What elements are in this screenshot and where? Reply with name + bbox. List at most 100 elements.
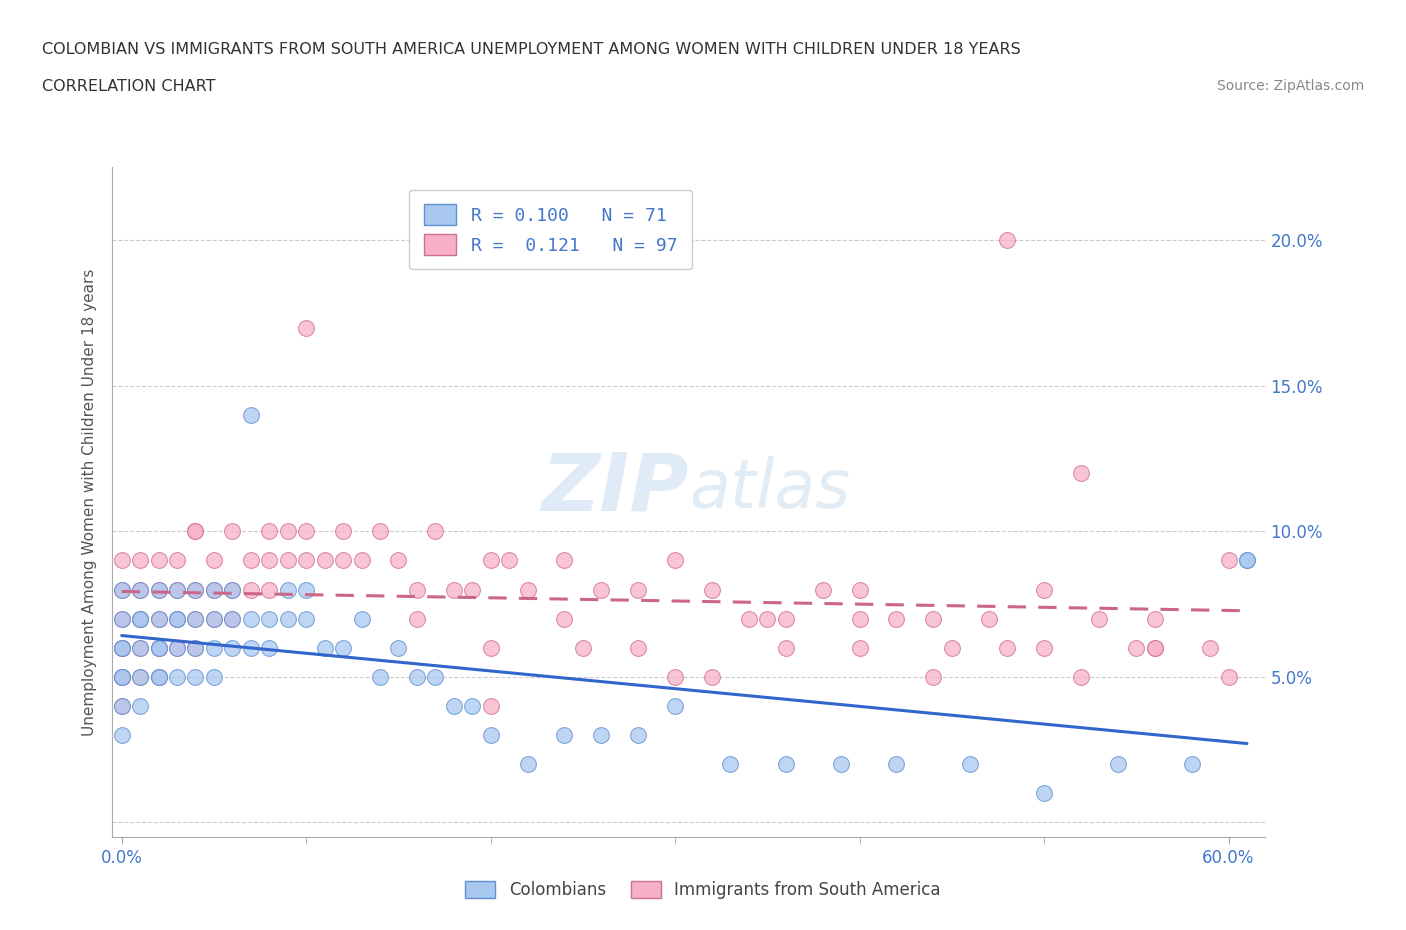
Y-axis label: Unemployment Among Women with Children Under 18 years: Unemployment Among Women with Children U… [82,269,97,736]
Point [775,611,797,626]
Point [148,641,170,656]
Point [259,611,281,626]
Point [184,524,207,538]
Point [239,553,262,568]
Point [959,757,981,772]
Point [775,641,797,656]
Point [516,582,538,597]
Point [1143,641,1166,656]
Point [1143,611,1166,626]
Point [148,670,170,684]
Point [184,641,207,656]
Point [848,611,870,626]
Point [111,670,134,684]
Point [239,611,262,626]
Text: CORRELATION CHART: CORRELATION CHART [42,79,215,94]
Point [111,582,134,597]
Point [166,641,188,656]
Point [295,320,318,335]
Text: atlas: atlas [689,456,851,522]
Point [148,641,170,656]
Point [202,611,225,626]
Point [332,553,354,568]
Point [259,553,281,568]
Point [166,611,188,626]
Point [756,611,779,626]
Point [111,670,134,684]
Point [332,524,354,538]
Point [627,641,650,656]
Point [572,641,595,656]
Point [405,611,427,626]
Point [148,611,170,626]
Point [553,611,575,626]
Point [1236,553,1258,568]
Point [277,582,299,597]
Point [129,670,152,684]
Point [111,670,134,684]
Point [166,641,188,656]
Point [886,757,908,772]
Point [922,670,945,684]
Point [1143,641,1166,656]
Point [202,611,225,626]
Point [166,582,188,597]
Point [221,524,243,538]
Point [387,641,409,656]
Point [111,641,134,656]
Point [221,611,243,626]
Point [148,611,170,626]
Point [111,553,134,568]
Legend: R = 0.100   N = 71, R =  0.121   N = 97: R = 0.100 N = 71, R = 0.121 N = 97 [409,190,692,270]
Point [184,611,207,626]
Point [977,611,1000,626]
Point [479,698,502,713]
Point [295,553,318,568]
Point [166,582,188,597]
Point [184,582,207,597]
Point [553,553,575,568]
Point [1125,641,1147,656]
Point [627,582,650,597]
Point [461,582,484,597]
Point [111,641,134,656]
Point [129,553,152,568]
Text: Source: ZipAtlas.com: Source: ZipAtlas.com [1216,79,1364,93]
Point [350,553,373,568]
Point [664,553,686,568]
Point [368,524,391,538]
Point [775,757,797,772]
Point [295,524,318,538]
Point [1033,786,1056,801]
Point [111,698,134,713]
Point [148,553,170,568]
Point [129,582,152,597]
Point [148,582,170,597]
Point [148,670,170,684]
Point [387,553,409,568]
Point [350,611,373,626]
Point [239,582,262,597]
Point [129,698,152,713]
Point [184,611,207,626]
Point [111,582,134,597]
Point [111,611,134,626]
Point [1070,466,1092,481]
Point [1181,757,1204,772]
Point [166,611,188,626]
Point [443,698,465,713]
Point [405,670,427,684]
Point [259,582,281,597]
Point [129,641,152,656]
Point [129,611,152,626]
Point [111,611,134,626]
Point [166,611,188,626]
Point [259,524,281,538]
Point [295,582,318,597]
Point [664,670,686,684]
Point [129,611,152,626]
Point [738,611,761,626]
Point [995,641,1018,656]
Point [700,582,723,597]
Point [314,641,336,656]
